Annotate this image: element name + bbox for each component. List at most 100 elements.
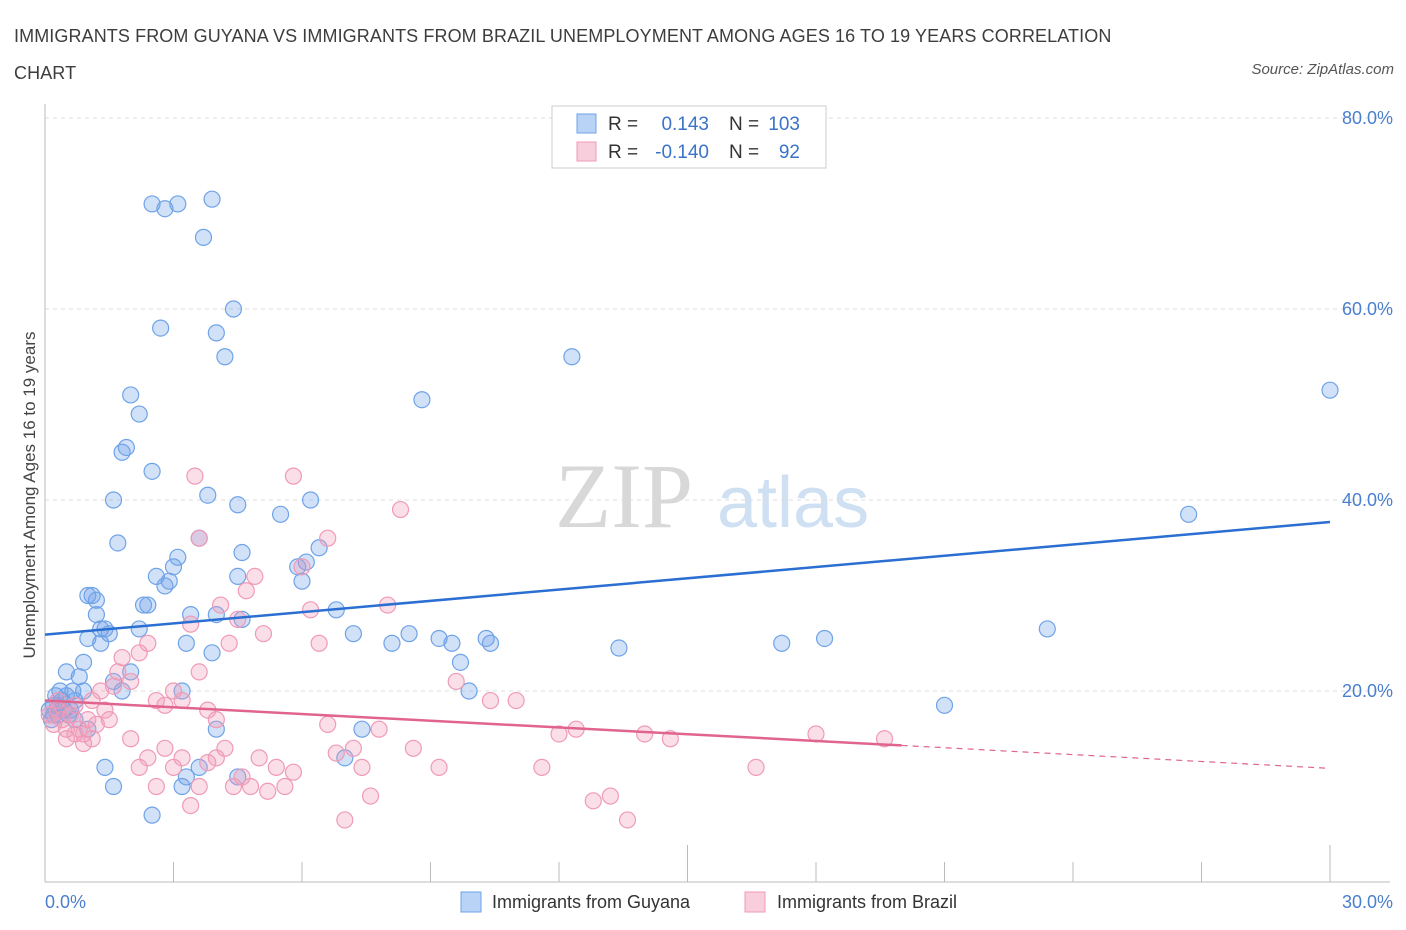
data-point-guyana (134, 596, 153, 614)
data-point-guyana (413, 391, 431, 409)
data-point-brazil (875, 730, 894, 748)
data-point-guyana (481, 634, 500, 652)
data-point-guyana (104, 672, 123, 691)
data-point-guyana (139, 596, 157, 614)
bottom-legend-label-guyana: Immigrants from Guyana (492, 892, 691, 912)
data-point-guyana (87, 605, 106, 624)
data-point-brazil (344, 739, 362, 757)
data-point-brazil (293, 558, 311, 576)
y-tick-label: 80.0% (1342, 108, 1393, 128)
trend-line-brazil (44, 699, 902, 747)
data-point-guyana (1321, 381, 1339, 399)
data-point-guyana (74, 682, 93, 700)
legend-r-value-brazil: -0.140 (655, 142, 709, 163)
data-point-brazil (66, 725, 84, 743)
data-point-brazil (207, 711, 225, 729)
data-point-brazil (199, 754, 217, 772)
data-point-guyana (460, 682, 478, 700)
data-point-brazil (336, 811, 354, 829)
data-point-guyana (152, 319, 170, 337)
data-point-guyana (122, 386, 140, 404)
data-point-guyana (229, 768, 247, 786)
data-point-brazil (79, 711, 97, 729)
data-point-guyana (156, 200, 174, 218)
data-point-guyana (203, 190, 221, 208)
data-point-guyana (104, 491, 123, 509)
data-point-brazil (40, 706, 58, 724)
data-point-guyana (122, 663, 140, 681)
data-point-brazil (122, 730, 140, 748)
data-point-brazil (130, 758, 148, 777)
data-point-guyana (301, 491, 320, 509)
data-point-brazil (164, 758, 183, 777)
data-point-brazil (267, 758, 285, 777)
data-point-brazil (246, 567, 264, 586)
data-point-brazil (212, 596, 230, 614)
data-point-brazil (182, 796, 200, 815)
legend-n-label-guyana: N = (729, 114, 759, 135)
trend-line-brazil-extension (901, 744, 1331, 769)
y-tick-label: 40.0% (1342, 490, 1393, 510)
data-point-guyana (143, 806, 161, 824)
watermark-zip: ZIP (555, 445, 693, 547)
data-point-brazil (207, 749, 225, 767)
data-point-brazil (74, 734, 93, 753)
data-point-guyana (229, 496, 247, 514)
data-point-guyana (271, 505, 290, 523)
y-tick-label: 20.0% (1342, 681, 1393, 701)
data-point-guyana (443, 634, 461, 652)
data-point-guyana (173, 777, 191, 796)
data-point-brazil (122, 672, 140, 691)
legend-n-label-brazil: N = (729, 142, 759, 163)
data-point-guyana (224, 300, 243, 318)
data-point-brazil (83, 730, 101, 748)
data-point-guyana (400, 625, 418, 643)
data-point-brazil (370, 720, 388, 738)
data-point-guyana (310, 539, 328, 557)
data-point-guyana (143, 462, 161, 480)
series-legend: Immigrants from Guyana Immigrants from B… (460, 891, 957, 913)
data-point-brazil (164, 682, 183, 700)
data-point-brazil (156, 739, 174, 757)
legend-r-value-guyana: 0.143 (661, 114, 709, 135)
data-point-guyana (143, 195, 161, 213)
data-point-brazil (254, 625, 273, 643)
data-point-brazil (96, 701, 114, 719)
data-point-guyana (1180, 505, 1198, 523)
data-point-brazil (310, 634, 328, 652)
chart-title: IMMIGRANTS FROM GUYANA VS IMMIGRANTS FRO… (14, 26, 1112, 83)
data-point-brazil (190, 663, 208, 681)
data-point-guyana (169, 548, 187, 566)
legend-n-value-guyana: 103 (768, 114, 800, 135)
data-point-guyana (177, 768, 195, 786)
axes (44, 104, 1390, 883)
data-point-brazil (113, 648, 131, 667)
data-point-guyana (935, 696, 954, 714)
data-point-brazil (404, 739, 422, 757)
correlation-legend: R = 0.143 N = 103 R = -0.140 N = 92 (551, 105, 827, 169)
data-point-guyana (233, 610, 251, 628)
y-axis-label: Unemployment Among Ages 16 to 19 years (20, 332, 39, 659)
data-point-brazil (747, 758, 765, 777)
data-point-brazil (173, 749, 191, 767)
trend-line-guyana (44, 520, 1331, 636)
source-label: Source: ZipAtlas.com (1251, 61, 1394, 78)
bottom-legend-label-brazil: Immigrants from Brazil (777, 892, 957, 912)
data-point-brazil (618, 811, 637, 829)
data-point-brazil (139, 749, 157, 767)
data-point-brazil (481, 691, 500, 710)
data-point-guyana (164, 558, 183, 576)
data-point-brazil (190, 529, 208, 547)
data-point-brazil (147, 777, 165, 796)
data-point-brazil (250, 749, 268, 767)
data-point-guyana (177, 634, 195, 652)
y-tick-labels: 20.0% 40.0% 60.0% 80.0% (1342, 108, 1393, 701)
legend-r-label-guyana: R = (608, 114, 638, 135)
data-point-guyana (203, 644, 221, 662)
data-point-guyana (113, 682, 131, 700)
data-point-brazil (233, 768, 251, 786)
data-point-guyana (293, 572, 311, 590)
data-point-brazil (53, 711, 71, 729)
grid-lines (45, 117, 1390, 692)
y-tick-label: 60.0% (1342, 299, 1393, 319)
